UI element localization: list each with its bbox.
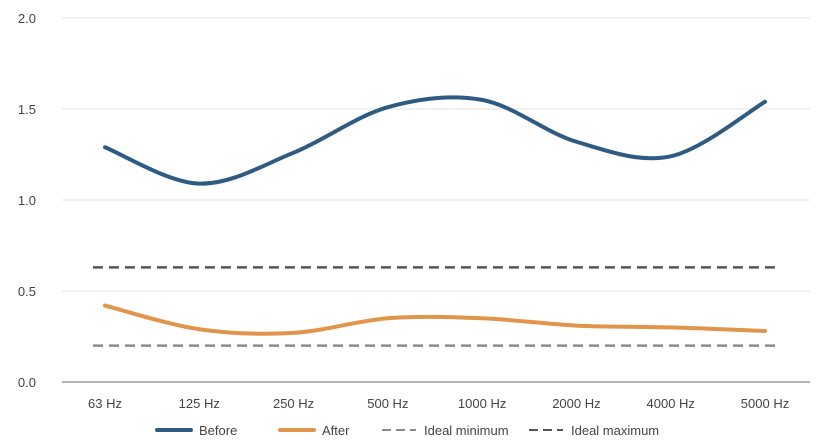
legend-item-ideal-minimum: Ideal minimum [382, 423, 509, 438]
x-tick-label: 63 Hz [88, 396, 122, 411]
series-line-after [103, 303, 767, 336]
legend-label-ideal-minimum: Ideal minimum [424, 423, 509, 438]
series-layer [93, 95, 777, 347]
y-tick-label: 0.0 [18, 375, 36, 390]
x-tick-label: 4000 Hz [647, 396, 695, 411]
y-tick-label: 1.5 [18, 102, 36, 117]
series-line-before [103, 95, 767, 186]
y-axis-ticks: 0.0 0.5 1.0 1.5 2.0 [18, 11, 36, 390]
x-tick-label: 2000 Hz [552, 396, 600, 411]
x-tick-label: 500 Hz [367, 396, 408, 411]
y-tick-label: 1.0 [18, 193, 36, 208]
legend-label-after: After [322, 423, 350, 438]
legend-item-before: Before [155, 423, 237, 438]
legend-item-after: After [278, 423, 350, 438]
x-tick-label: 5000 Hz [741, 396, 789, 411]
x-tick-label: 1000 Hz [458, 396, 506, 411]
grid-layer [62, 17, 810, 383]
x-axis-ticks: 63 Hz 125 Hz 250 Hz 500 Hz 1000 Hz 2000 Hz 400… [88, 396, 789, 411]
y-tick-label: 2.0 [18, 11, 36, 26]
x-tick-label: 250 Hz [273, 396, 314, 411]
legend-label-before: Before [199, 423, 237, 438]
y-tick-label: 0.5 [18, 284, 36, 299]
x-tick-label: 125 Hz [179, 396, 220, 411]
legend-label-ideal-maximum: Ideal maximum [571, 423, 659, 438]
legend: Before After Ideal minimum Ideal maximum [155, 423, 659, 438]
legend-item-ideal-maximum: Ideal maximum [529, 423, 659, 438]
